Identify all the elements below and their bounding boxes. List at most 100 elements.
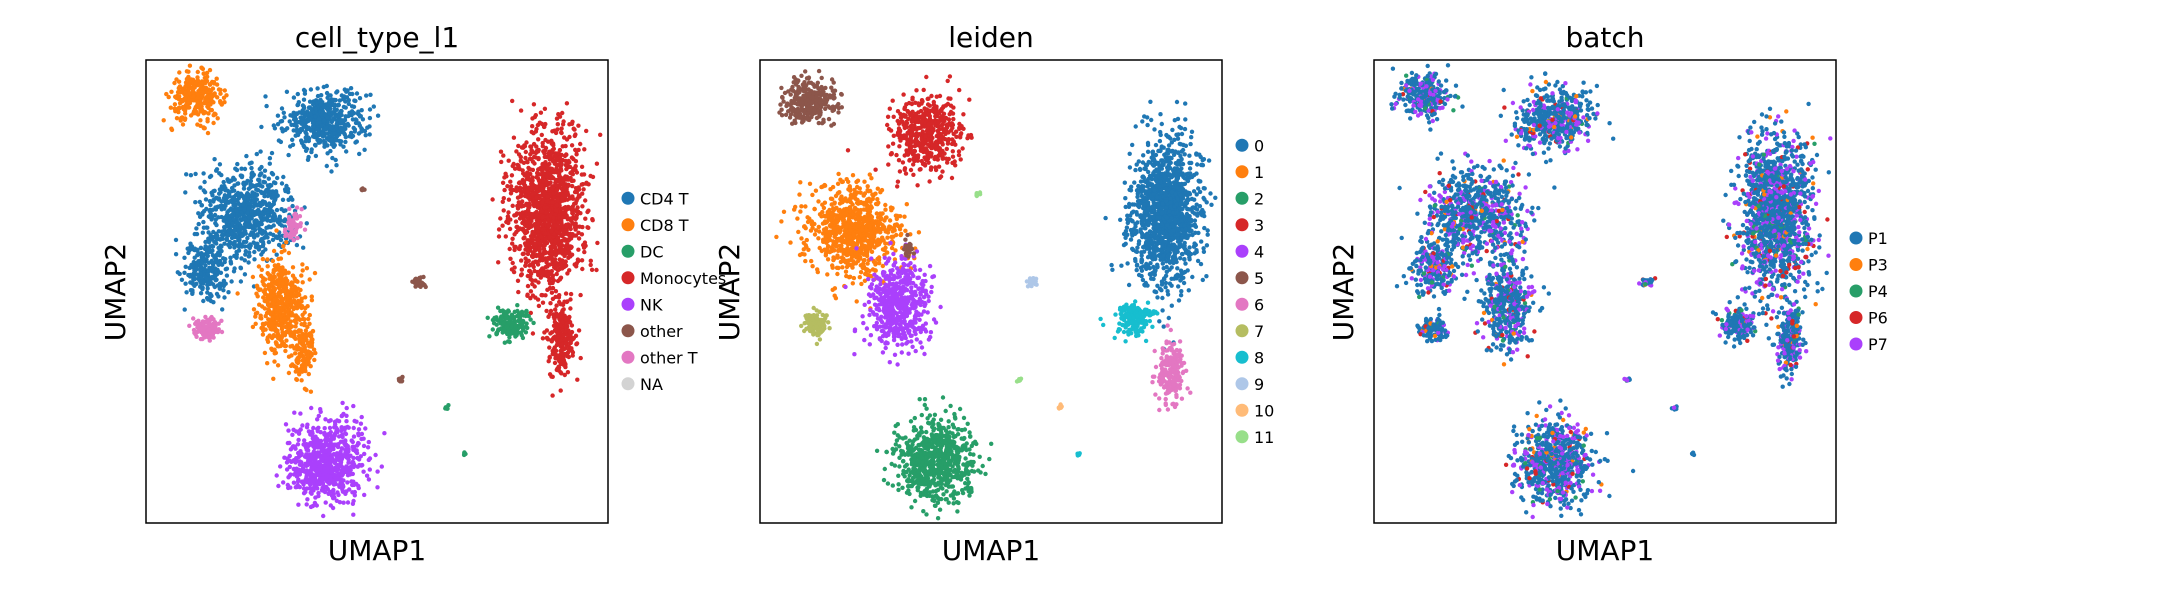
data-point — [296, 317, 302, 322]
data-point — [281, 480, 286, 485]
data-point — [327, 489, 332, 494]
data-point — [554, 166, 559, 171]
data-point — [569, 252, 575, 257]
data-point — [496, 227, 502, 232]
data-point — [293, 457, 298, 463]
data-point — [187, 63, 193, 68]
data-point — [275, 235, 280, 241]
data-point — [308, 331, 313, 336]
data-point — [522, 235, 527, 240]
data-point — [316, 116, 322, 122]
data-point — [294, 294, 299, 299]
data-point — [547, 234, 552, 240]
data-point — [209, 214, 215, 219]
data-point — [306, 154, 311, 160]
data-point — [268, 304, 273, 309]
data-point — [214, 235, 219, 240]
data-point — [352, 129, 357, 134]
data-point — [528, 289, 534, 294]
data-point — [341, 104, 347, 110]
data-point — [205, 104, 210, 109]
data-point — [361, 436, 366, 441]
data-point — [527, 268, 532, 274]
data-point — [569, 216, 574, 222]
data-point — [271, 123, 276, 128]
data-point — [508, 217, 513, 222]
data-point — [319, 123, 324, 129]
data-point — [363, 426, 368, 431]
data-point — [301, 491, 307, 496]
data-point — [308, 389, 314, 394]
data-point — [255, 223, 261, 228]
data-point — [317, 453, 322, 458]
data-point — [224, 273, 230, 278]
data-point — [201, 90, 206, 95]
data-point — [216, 196, 222, 201]
data-point — [562, 372, 567, 378]
data-point — [272, 263, 278, 268]
data-point — [221, 278, 227, 283]
data-point — [272, 347, 277, 352]
data-point — [205, 290, 210, 295]
data-point — [336, 103, 341, 108]
data-point — [580, 266, 585, 272]
data-point — [281, 174, 286, 180]
data-point — [246, 260, 251, 265]
data-point — [168, 105, 173, 110]
data-point — [353, 120, 359, 126]
data-point — [584, 128, 589, 134]
data-point — [294, 368, 299, 373]
data-point — [265, 257, 270, 262]
data-point — [366, 439, 371, 445]
data-point — [304, 486, 310, 491]
data-point — [266, 285, 272, 291]
data-point — [177, 70, 182, 75]
data-point — [545, 194, 550, 199]
data-point — [305, 497, 310, 502]
data-point — [540, 214, 546, 220]
data-point — [274, 228, 279, 233]
data-point — [304, 502, 309, 507]
data-point — [569, 155, 575, 160]
data-point — [306, 316, 311, 322]
data-point — [269, 150, 275, 156]
data-point — [567, 134, 572, 140]
data-point — [350, 439, 355, 445]
data-point — [518, 273, 524, 278]
data-point — [271, 270, 276, 275]
data-point — [277, 299, 283, 305]
data-point — [549, 166, 555, 172]
data-point — [221, 195, 227, 201]
data-point — [553, 208, 559, 213]
data-point — [259, 171, 264, 176]
data-point — [278, 464, 283, 469]
data-point — [532, 268, 537, 274]
data-point — [309, 107, 314, 112]
data-point — [362, 492, 367, 498]
data-point — [298, 347, 303, 352]
data-point — [339, 425, 345, 430]
data-point — [532, 284, 537, 289]
data-point — [286, 152, 291, 158]
data-point — [182, 307, 187, 312]
data-point — [328, 430, 333, 435]
data-point — [506, 210, 511, 215]
data-point — [300, 423, 305, 428]
data-point — [245, 210, 250, 216]
data-point — [201, 171, 206, 176]
data-point — [532, 161, 537, 166]
data-point — [534, 175, 539, 180]
data-point — [226, 233, 231, 238]
data-point — [350, 501, 356, 506]
data-point — [361, 469, 366, 474]
data-point — [299, 207, 304, 212]
data-point — [359, 129, 364, 134]
data-point — [561, 188, 567, 194]
data-point — [256, 264, 262, 269]
data-point — [361, 443, 367, 449]
data-point — [325, 151, 330, 156]
data-point — [338, 449, 343, 455]
data-point — [285, 299, 290, 304]
data-point — [177, 105, 182, 110]
data-point — [310, 487, 315, 492]
